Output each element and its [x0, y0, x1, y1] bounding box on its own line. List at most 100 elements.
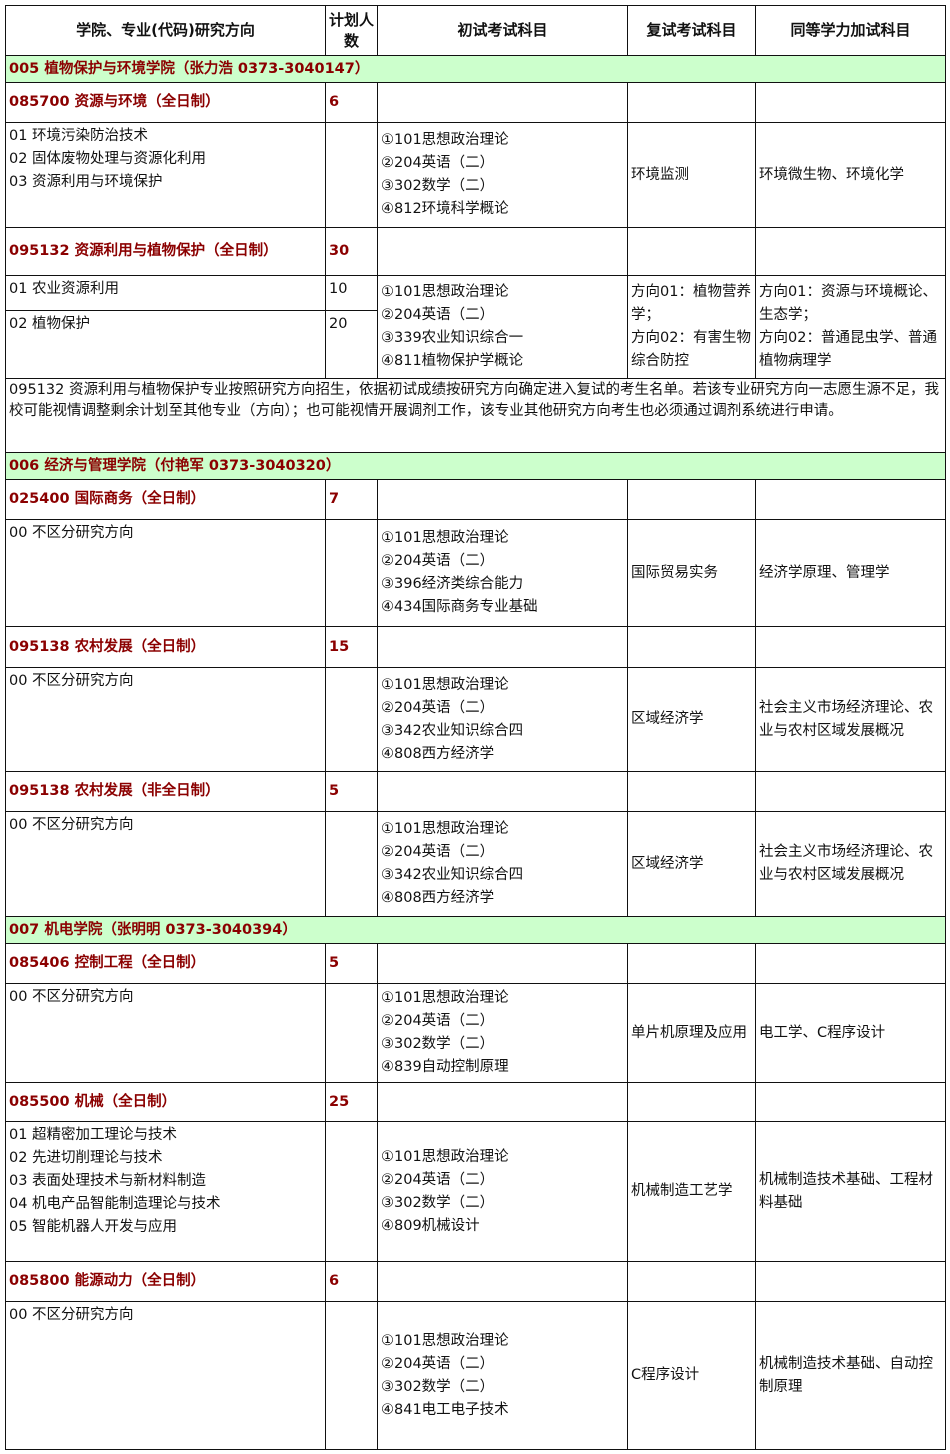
direction-name: 03 表面处理技术与新材料制造: [9, 1173, 207, 1189]
detail-row: 01 环境污染防治技术 02 固体废物处理与资源化利用 03 资源利用与环境保护 ①1…: [5, 122, 946, 228]
exam-subject: ③339农业知识综合一: [381, 330, 524, 346]
empty-cell: [755, 82, 946, 123]
major-row: 095138 农村发展（全日制） 15: [5, 626, 946, 668]
exam-subject: ②204英语（二）: [381, 699, 495, 716]
empty-cell: [377, 1261, 628, 1302]
major-note: 095132 资源利用与植物保护专业按照研究方向招生，依据初试成绩按研究方向确定…: [5, 378, 946, 453]
empty-cell: [755, 943, 946, 984]
extra-subject: 电工学、C程序设计: [759, 1024, 886, 1041]
initial-exam-list: ①101思想政治理论 ②204英语（二） ③342农业知识综合四 ④808西方经济学: [377, 667, 628, 772]
empty-cell: [325, 1121, 378, 1262]
retest-subject: 环境监测: [631, 166, 689, 183]
extra-subject: 社会主义市场经济理论、农业与农村区域发展概况: [759, 699, 933, 739]
extra-exam-list: 社会主义市场经济理论、农业与农村区域发展概况: [755, 667, 946, 772]
major-plan: 15: [325, 626, 378, 668]
empty-cell: [627, 1082, 756, 1122]
direction-plan: 10: [325, 275, 378, 311]
major-title: 025400 国际商务（全日制）: [5, 479, 326, 520]
initial-exam-list: ①101思想政治理论 ②204英语（二） ③339农业知识综合一 ④811植物保护学概…: [377, 275, 628, 379]
header-row: 学院、专业(代码)研究方向 计划人数 初试考试科目 复试考试科目 同等学力加试科目: [5, 5, 946, 56]
empty-cell: [755, 479, 946, 520]
retest-subject: 单片机原理及应用: [631, 1024, 747, 1041]
empty-cell: [325, 122, 378, 228]
direction-name: 02 植物保护: [5, 310, 326, 379]
exam-subject: ①101思想政治理论: [381, 132, 509, 148]
direction-name: 01 超精密加工理论与技术: [9, 1127, 178, 1143]
major-row: 095132 资源利用与植物保护（全日制） 30: [5, 227, 946, 276]
exam-subject: ①101思想政治理论: [381, 990, 509, 1006]
detail-row: 00 不区分研究方向 ①101思想政治理论 ②204英语（二） ③302数学（二） ④8…: [5, 983, 946, 1083]
extra-subject: 机械制造技术基础、自动控制原理: [759, 1355, 933, 1395]
initial-exam-list: ①101思想政治理论 ②204英语（二） ③302数学（二） ④841电工电子技术: [377, 1301, 628, 1450]
extra-exam-list: 机械制造技术基础、工程材料基础: [755, 1121, 946, 1262]
retest-list: C程序设计: [627, 1301, 756, 1450]
major-plan: 6: [325, 82, 378, 123]
direction-list: 01 环境污染防治技术 02 固体废物处理与资源化利用 03 资源利用与环境保护: [5, 122, 326, 228]
exam-subject: ④809机械设计: [381, 1217, 480, 1234]
extra-exam-list: 环境微生物、环境化学: [755, 122, 946, 228]
empty-cell: [377, 943, 628, 984]
empty-cell: [627, 479, 756, 520]
exam-subject: ④434国际商务专业基础: [381, 599, 538, 615]
detail-row: 01 超精密加工理论与技术 02 先进切削理论与技术 03 表面处理技术与新材料制造…: [5, 1121, 946, 1262]
exam-subject: ④841电工电子技术: [381, 1401, 509, 1418]
empty-cell: [627, 626, 756, 668]
empty-cell: [627, 227, 756, 276]
extra-exam-list: 社会主义市场经济理论、农业与农村区域发展概况: [755, 811, 946, 917]
initial-exam-list: ①101思想政治理论 ②204英语（二） ③302数学（二） ④809机械设计: [377, 1121, 628, 1262]
direction-name: 01 农业资源利用: [5, 275, 326, 311]
direction-list: 00 不区分研究方向: [5, 519, 326, 627]
direction-name: 00 不区分研究方向: [9, 989, 134, 1005]
initial-exam-list: ①101思想政治理论 ②204英语（二） ③302数学（二） ④839自动控制原理: [377, 983, 628, 1083]
exam-subject: ②204英语（二）: [381, 155, 495, 171]
major-title: 085700 资源与环境（全日制）: [5, 82, 326, 123]
empty-cell: [377, 771, 628, 812]
header-initial-exam: 初试考试科目: [377, 5, 628, 56]
college-title: 007 机电学院（张明明 0373-3040394）: [5, 916, 946, 944]
extra-exam-list: 电工学、C程序设计: [755, 983, 946, 1083]
exam-subject: ②204英语（二）: [381, 1171, 495, 1188]
empty-cell: [377, 479, 628, 520]
exam-subject: ③342农业知识综合四: [381, 722, 524, 739]
exam-subject: ②204英语（二）: [381, 1013, 495, 1029]
extra-exam-list: 方向01：资源与环境概论、生态学； 方向02：普通昆虫学、普通植物病理学: [755, 275, 946, 379]
major-plan: 6: [325, 1261, 378, 1302]
exam-subject: ②204英语（二）: [381, 1355, 495, 1372]
extra-exam-list: 机械制造技术基础、自动控制原理: [755, 1301, 946, 1450]
direction-name: 04 机电产品智能制造理论与技术: [9, 1196, 221, 1212]
direction-name: 02 先进切削理论与技术: [9, 1150, 163, 1166]
retest-list: 国际贸易实务: [627, 519, 756, 627]
header-plan: 计划人数: [325, 5, 378, 56]
empty-cell: [627, 1261, 756, 1302]
exam-subject: ③396经济类综合能力: [381, 576, 524, 592]
major-row: 085406 控制工程（全日制） 5: [5, 943, 946, 984]
exam-subject: ③302数学（二）: [381, 1378, 495, 1395]
retest-list: 单片机原理及应用: [627, 983, 756, 1083]
direction-name: 01 环境污染防治技术: [9, 128, 149, 144]
detail-row: 00 不区分研究方向 ①101思想政治理论 ②204英语（二） ③342农业知识综合四…: [5, 811, 946, 917]
exam-subject: ③302数学（二）: [381, 1036, 495, 1052]
extra-subject: 方向02：普通昆虫学、普通植物病理学: [759, 330, 937, 369]
extra-subject: 环境微生物、环境化学: [759, 166, 904, 183]
detail-row: 00 不区分研究方向 ①101思想政治理论 ②204英语（二） ③396经济类综合能力…: [5, 519, 946, 627]
direction-plan: 20: [325, 310, 378, 379]
empty-cell: [755, 1082, 946, 1122]
header-retest: 复试考试科目: [627, 5, 756, 56]
retest-subject: 区域经济学: [631, 711, 704, 727]
exam-subject: ①101思想政治理论: [381, 284, 509, 300]
empty-cell: [377, 227, 628, 276]
major-title: 085406 控制工程（全日制）: [5, 943, 326, 984]
college-row: 005 植物保护与环境学院（张力浩 0373-3040147）: [5, 55, 946, 83]
major-row: 085800 能源动力（全日制） 6: [5, 1261, 946, 1302]
college-row: 006 经济与管理学院（付艳军 0373-3040320）: [5, 452, 946, 480]
exam-subject: ②204英语（二）: [381, 553, 495, 569]
enrollment-table: 学院、专业(代码)研究方向 计划人数 初试考试科目 复试考试科目 同等学力加试科目 005…: [5, 5, 946, 1450]
empty-cell: [755, 771, 946, 812]
empty-cell: [755, 1261, 946, 1302]
empty-cell: [325, 519, 378, 627]
retest-list: 区域经济学: [627, 811, 756, 917]
exam-subject: ②204英语（二）: [381, 844, 495, 860]
extra-subject: 机械制造技术基础、工程材料基础: [759, 1171, 933, 1211]
exam-subject: ①101思想政治理论: [381, 821, 509, 837]
exam-subject: ①101思想政治理论: [381, 1332, 509, 1349]
